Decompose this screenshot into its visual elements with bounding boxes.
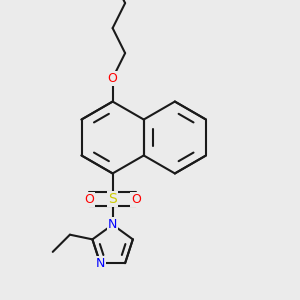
Text: N: N — [108, 218, 117, 231]
Text: S: S — [108, 192, 117, 206]
Text: N: N — [95, 256, 105, 270]
Text: O: O — [131, 193, 141, 206]
Text: O: O — [84, 193, 94, 206]
Text: O: O — [108, 72, 118, 85]
